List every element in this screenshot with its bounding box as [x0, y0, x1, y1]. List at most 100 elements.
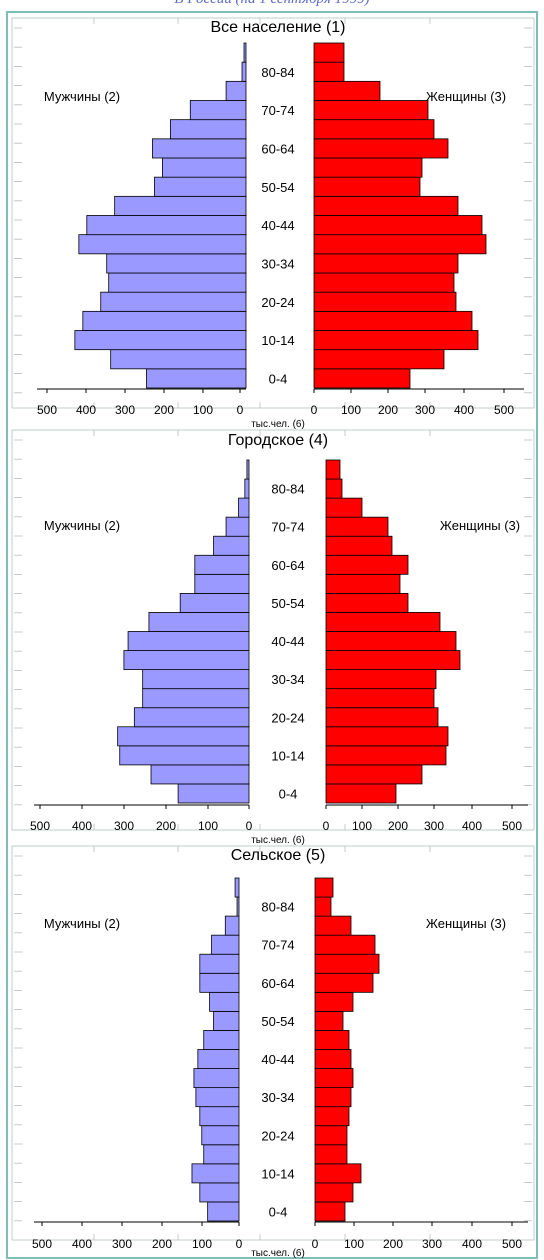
- chart-title: Городское (4): [228, 432, 328, 449]
- female-tick-label: 500: [494, 403, 514, 417]
- male-bar: [109, 273, 246, 292]
- female-tick-label: 200: [383, 1237, 403, 1251]
- female-bar: [326, 479, 342, 498]
- female-bar: [314, 311, 472, 330]
- female-bar: [315, 1088, 351, 1107]
- male-bar: [214, 536, 249, 555]
- male-bar: [120, 746, 249, 765]
- female-bar: [315, 878, 333, 897]
- age-group-label: 40-44: [271, 634, 304, 649]
- female-bar: [315, 1030, 349, 1049]
- male-bar: [198, 1050, 239, 1069]
- female-bar: [314, 43, 344, 62]
- male-tick-label: 100: [198, 819, 218, 833]
- male-bar: [87, 216, 246, 235]
- female-bar: [326, 612, 440, 631]
- male-bar: [245, 479, 249, 498]
- male-bar: [200, 1183, 239, 1202]
- female-tick-label: 100: [341, 403, 361, 417]
- female-bar: [315, 1069, 353, 1088]
- male-bar: [200, 973, 239, 992]
- female-tick-label: 400: [462, 1237, 482, 1251]
- male-bar: [214, 1011, 239, 1030]
- male-tick-label: 0: [246, 819, 253, 833]
- male-bar: [152, 139, 246, 158]
- female-bar: [314, 196, 458, 215]
- chart-panel-2: Городское (4) Мужчины (2) Женщины (3) 0-4 10…: [12, 430, 534, 846]
- female-bar: [315, 1011, 343, 1030]
- age-group-label: 40-44: [261, 218, 294, 233]
- male-bar: [107, 254, 246, 273]
- male-bar: [204, 1145, 239, 1164]
- male-bar: [162, 158, 246, 177]
- female-tick-label: 300: [424, 819, 444, 833]
- female-bar: [326, 765, 422, 784]
- male-bar: [180, 593, 249, 612]
- chart-panel-3: Сельское (5) Мужчины (2) Женщины (3) 0-4 10-…: [12, 846, 534, 1259]
- male-bar: [83, 311, 246, 330]
- female-bar: [314, 350, 444, 369]
- male-legend-label: Мужчины (2): [44, 518, 120, 533]
- age-group-label: 0-4: [269, 371, 288, 386]
- female-bar: [326, 689, 434, 708]
- female-bar: [326, 574, 400, 593]
- female-bar: [326, 555, 408, 574]
- female-bar: [314, 158, 422, 177]
- female-bar: [326, 708, 438, 727]
- female-bar: [314, 254, 458, 273]
- male-bar: [192, 1164, 239, 1183]
- male-tick-label: 500: [37, 403, 57, 417]
- male-bar: [195, 555, 249, 574]
- female-bar: [326, 460, 340, 479]
- male-bar: [111, 350, 246, 369]
- male-bar: [190, 101, 246, 120]
- unit-label: тыс.чел. (6): [251, 835, 305, 846]
- male-tick-label: 200: [152, 1237, 172, 1251]
- female-bar: [314, 139, 448, 158]
- age-group-label: 20-24: [261, 1128, 294, 1143]
- female-bar: [315, 935, 375, 954]
- female-bar: [314, 331, 478, 350]
- age-group-label: 40-44: [261, 1052, 294, 1067]
- chart-title: Все население (1): [210, 19, 345, 36]
- male-bar: [178, 784, 249, 803]
- female-bar: [326, 498, 362, 517]
- female-tick-label: 500: [502, 1237, 522, 1251]
- female-bar: [326, 632, 456, 651]
- age-group-label: 30-34: [261, 256, 294, 271]
- male-tick-label: 300: [112, 1237, 132, 1251]
- female-tick-label: 100: [344, 1237, 364, 1251]
- male-bar: [202, 1126, 239, 1145]
- male-bar: [75, 331, 246, 350]
- male-bar: [200, 1107, 239, 1126]
- age-group-label: 60-64: [261, 141, 294, 156]
- male-bar: [210, 992, 239, 1011]
- age-group-label: 70-74: [261, 938, 294, 953]
- female-tick-label: 0: [311, 403, 318, 417]
- male-bar: [118, 727, 249, 746]
- female-tick-label: 300: [422, 1237, 442, 1251]
- male-bar: [237, 897, 239, 916]
- male-bar: [115, 196, 246, 215]
- male-tick-label: 100: [192, 1237, 212, 1251]
- male-legend-label: Мужчины (2): [44, 89, 120, 104]
- male-bar: [143, 689, 249, 708]
- male-bar: [242, 62, 246, 81]
- female-tick-label: 400: [454, 403, 474, 417]
- male-bar: [212, 935, 239, 954]
- female-bar: [314, 177, 420, 196]
- male-bar: [208, 1202, 239, 1221]
- female-bar: [315, 992, 353, 1011]
- male-bar: [244, 43, 246, 62]
- male-bar: [154, 177, 246, 196]
- age-group-label: 50-54: [271, 596, 304, 611]
- female-legend-label: Женщины (3): [426, 916, 506, 931]
- male-bar: [194, 1069, 239, 1088]
- male-bar: [143, 670, 249, 689]
- age-group-label: 30-34: [271, 672, 304, 687]
- female-bar: [326, 536, 392, 555]
- female-tick-label: 0: [312, 1237, 319, 1251]
- female-bar: [326, 670, 436, 689]
